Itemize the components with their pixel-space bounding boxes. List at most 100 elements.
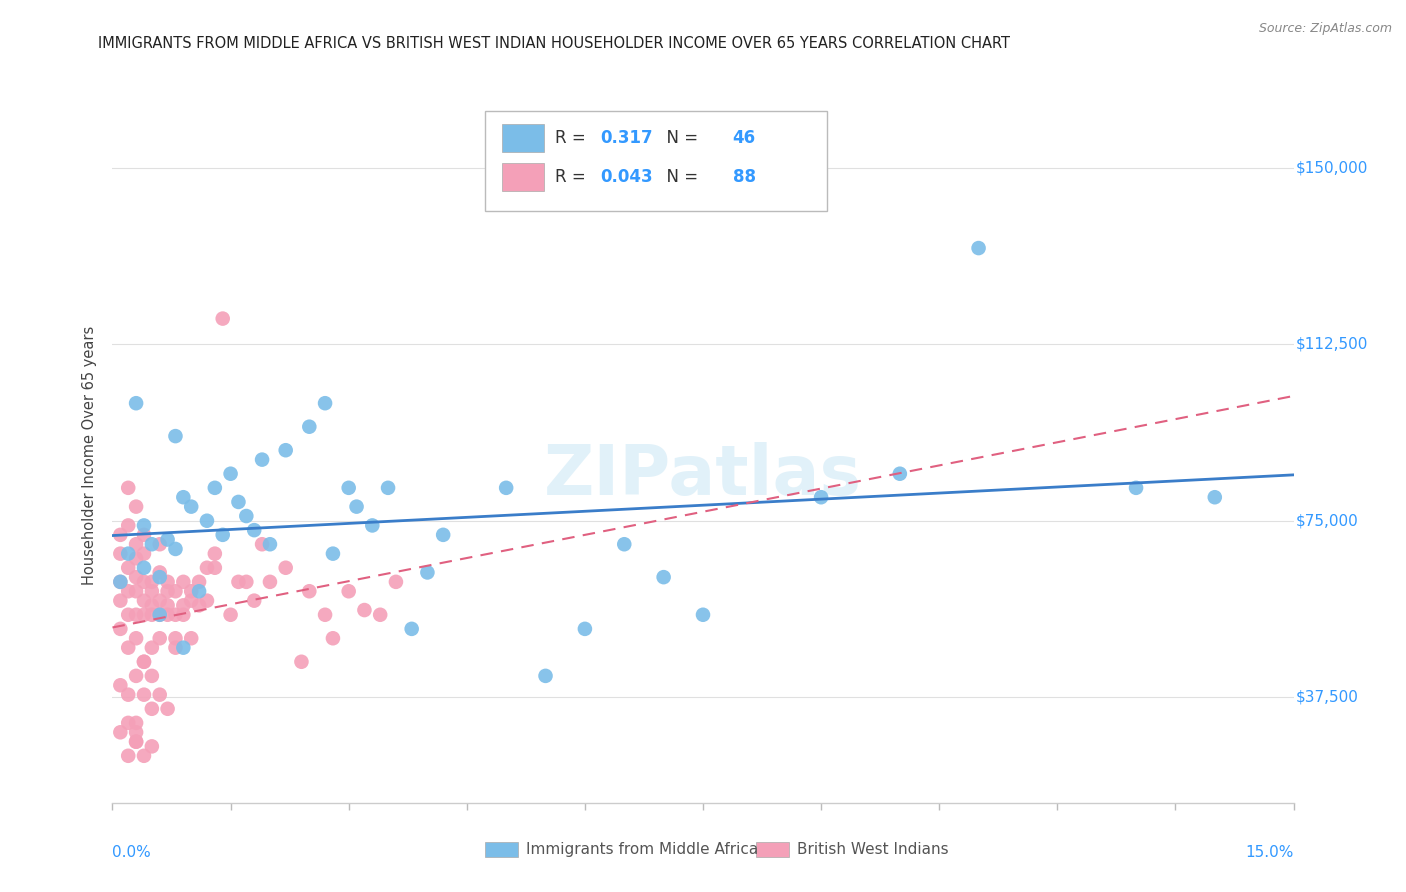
Point: [110, 574, 132, 589]
Point: [156, 574, 179, 589]
Point: [228, 495, 250, 509]
Point: [290, 655, 312, 669]
Point: [235, 509, 257, 524]
Point: [132, 688, 155, 702]
Point: [377, 481, 399, 495]
Point: [416, 566, 439, 580]
Point: [165, 640, 187, 655]
Point: [110, 528, 132, 542]
Point: [401, 622, 423, 636]
Point: [574, 622, 596, 636]
Point: [211, 311, 233, 326]
Point: [346, 500, 368, 514]
Text: Immigrants from Middle Africa: Immigrants from Middle Africa: [526, 842, 758, 857]
Text: R =: R =: [555, 168, 592, 186]
Point: [274, 560, 297, 574]
Point: [110, 547, 132, 561]
Point: [172, 599, 194, 613]
Text: 0.317: 0.317: [600, 129, 652, 147]
Point: [141, 537, 163, 551]
Point: [156, 599, 179, 613]
Point: [110, 574, 132, 589]
Point: [432, 528, 454, 542]
Point: [180, 584, 202, 599]
Point: [132, 528, 155, 542]
Point: [110, 622, 132, 636]
Point: [125, 584, 148, 599]
Point: [132, 607, 155, 622]
Point: [337, 584, 360, 599]
Point: [228, 574, 250, 589]
Point: [322, 547, 344, 561]
Text: $150,000: $150,000: [1296, 161, 1368, 176]
Point: [259, 574, 281, 589]
Point: [132, 518, 155, 533]
Point: [117, 640, 139, 655]
Point: [810, 490, 832, 504]
Text: N =: N =: [655, 129, 703, 147]
Point: [613, 537, 636, 551]
Point: [165, 429, 187, 443]
Point: [125, 734, 148, 748]
Point: [259, 537, 281, 551]
Point: [195, 514, 218, 528]
Point: [165, 632, 187, 646]
Point: [125, 715, 148, 730]
Point: [117, 688, 139, 702]
Point: [652, 570, 675, 584]
Point: [141, 669, 163, 683]
Point: [314, 396, 336, 410]
Point: [149, 607, 172, 622]
Point: [219, 467, 242, 481]
Point: [156, 533, 179, 547]
Point: [204, 547, 226, 561]
Point: [889, 467, 911, 481]
Point: [132, 547, 155, 561]
Text: R =: R =: [555, 129, 592, 147]
Point: [195, 560, 218, 574]
Bar: [485, 842, 517, 857]
Point: [250, 452, 273, 467]
Point: [125, 669, 148, 683]
Point: [180, 632, 202, 646]
Point: [180, 593, 202, 607]
Point: [314, 607, 336, 622]
Point: [156, 584, 179, 599]
Point: [195, 593, 218, 607]
Point: [125, 500, 148, 514]
Point: [385, 574, 408, 589]
Point: [250, 537, 273, 551]
Point: [117, 607, 139, 622]
Point: [149, 537, 172, 551]
Point: [110, 593, 132, 607]
Point: [204, 481, 226, 495]
Point: [132, 748, 155, 763]
Bar: [756, 842, 789, 857]
Point: [172, 574, 194, 589]
Point: [149, 570, 172, 584]
Point: [141, 599, 163, 613]
Point: [117, 547, 139, 561]
Point: [141, 702, 163, 716]
Text: $75,000: $75,000: [1296, 513, 1358, 528]
Point: [219, 607, 242, 622]
Point: [110, 725, 132, 739]
Point: [243, 593, 266, 607]
Text: N =: N =: [655, 168, 703, 186]
Point: [495, 481, 517, 495]
Point: [149, 688, 172, 702]
Point: [156, 607, 179, 622]
Point: [132, 560, 155, 574]
Point: [125, 725, 148, 739]
Point: [117, 748, 139, 763]
Point: [1204, 490, 1226, 504]
Point: [132, 574, 155, 589]
Point: [149, 607, 172, 622]
Point: [125, 537, 148, 551]
Point: [188, 599, 211, 613]
Point: [172, 640, 194, 655]
Point: [1125, 481, 1147, 495]
Point: [243, 523, 266, 537]
Point: [165, 584, 187, 599]
Text: IMMIGRANTS FROM MIDDLE AFRICA VS BRITISH WEST INDIAN HOUSEHOLDER INCOME OVER 65 : IMMIGRANTS FROM MIDDLE AFRICA VS BRITISH…: [98, 36, 1011, 51]
